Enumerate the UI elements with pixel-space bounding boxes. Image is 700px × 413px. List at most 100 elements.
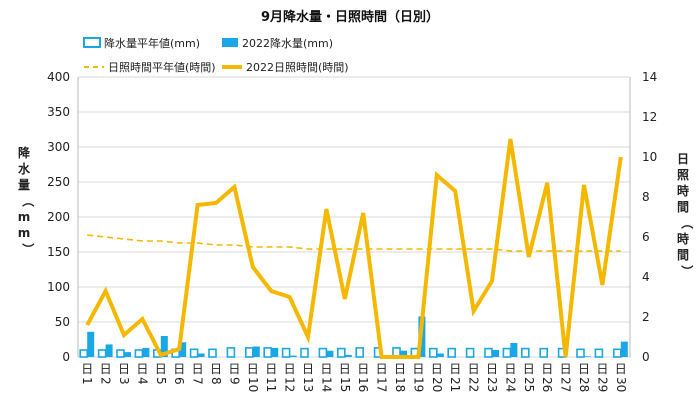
bar-normal-rain — [318, 347, 328, 358]
x-tick-number: 23 — [485, 377, 499, 392]
bar-normal-rain — [576, 348, 585, 358]
x-tick-number: 12 — [283, 377, 297, 392]
axis-label-char: （ — [680, 217, 695, 229]
x-tick-suffix: 日 — [192, 362, 204, 376]
x-tick-suffix: 日 — [376, 362, 388, 376]
bar-normal-rain — [116, 349, 125, 358]
x-tick-label: 日15 — [338, 362, 352, 392]
bar-2022-rain — [400, 350, 407, 357]
x-tick-suffix: 日 — [541, 362, 553, 376]
x-tick-label: 日18 — [393, 362, 407, 392]
x-tick-suffix: 日 — [173, 362, 185, 376]
x-tick-label: 日19 — [411, 362, 425, 392]
x-tick-suffix: 日 — [265, 362, 277, 376]
legend-swatch-normal-rain — [83, 37, 101, 48]
x-tick-label: 日22 — [467, 362, 481, 392]
left-tick-label: 150 — [47, 245, 70, 259]
right-tick-label: 0 — [642, 350, 650, 364]
x-tick-label: 日3 — [117, 362, 131, 385]
bar-normal-rain — [465, 347, 475, 358]
x-tick-label: 日5 — [154, 362, 168, 385]
x-tick-suffix: 日 — [155, 362, 167, 376]
x-tick-suffix: 日 — [596, 362, 608, 376]
right-tick-label: 4 — [642, 270, 650, 284]
x-tick-number: 18 — [393, 377, 407, 392]
x-tick-suffix: 日 — [228, 362, 240, 376]
right-axis-label: 日照時間（時間） — [677, 152, 695, 277]
x-tick-number: 6 — [172, 377, 186, 385]
bar-2022-rain — [124, 352, 131, 357]
bar-normal-rain — [594, 348, 604, 358]
x-tick-label: 日11 — [264, 362, 278, 392]
x-tick-suffix: 日 — [504, 362, 516, 376]
x-tick-suffix: 日 — [468, 362, 480, 376]
bar-normal-rain — [79, 349, 88, 358]
x-tick-number: 16 — [356, 377, 370, 392]
legend-label-2022-rain: 2022降水量(mm) — [242, 36, 333, 50]
bar-2022-rain — [87, 331, 95, 357]
x-tick-suffix: 日 — [320, 362, 332, 376]
bar-2022-rain — [510, 343, 518, 357]
x-tick-suffix: 日 — [302, 362, 314, 376]
right-tick-label: 14 — [642, 70, 657, 84]
axis-label-char: m — [18, 210, 31, 224]
bar-2022-rain — [179, 342, 187, 357]
legend-swatch-2022-rain — [222, 38, 238, 47]
x-tick-label: 日29 — [595, 362, 609, 392]
axis-label-char: （ — [21, 195, 36, 207]
x-tick-label: 日16 — [356, 362, 370, 392]
x-tick-label: 日13 — [301, 362, 315, 392]
x-tick-number: 21 — [448, 377, 462, 392]
x-tick-suffix: 日 — [523, 362, 535, 376]
bar-normal-rain — [226, 347, 236, 358]
bar-2022-rain — [197, 353, 205, 357]
x-tick-label: 日8 — [209, 362, 223, 385]
bar-normal-rain — [428, 347, 438, 358]
x-tick-label: 日27 — [559, 362, 573, 392]
x-tick-label: 日25 — [522, 362, 536, 392]
x-tick-label: 日4 — [135, 362, 149, 385]
x-tick-label: 日26 — [540, 362, 554, 392]
bar-2022-rain — [252, 346, 260, 357]
x-tick-label: 日12 — [283, 362, 297, 392]
chart-title: 9月降水量・日照時間（日別） — [261, 9, 439, 25]
bar-2022-rain — [160, 336, 168, 357]
bar-normal-rain — [484, 347, 493, 358]
axis-labels: 降水量（mm）日照時間（時間） — [18, 145, 695, 277]
left-tick-label: 50 — [55, 315, 70, 329]
axis-label-char: 水 — [18, 161, 31, 176]
x-tick-label: 日30 — [614, 362, 628, 392]
right-axis-ticks: 0 2 4 6 8 10 12 14 — [642, 70, 657, 364]
x-tick-suffix: 日 — [118, 362, 130, 376]
x-tick-number: 26 — [540, 377, 554, 392]
line-2022-sunshine — [85, 138, 623, 359]
axis-label-char: 間 — [677, 248, 689, 262]
gridlines — [77, 76, 631, 358]
bar-2022-rain — [142, 347, 150, 357]
left-axis-ticks: 0 50 100 150 200 250 300 350 400 — [47, 70, 70, 364]
bar-normal-rain — [281, 347, 291, 358]
bar-2022-rain — [344, 354, 352, 357]
x-tick-label: 日28 — [577, 362, 591, 392]
bar-normal-rain — [134, 349, 144, 358]
axis-label-char: 日 — [677, 152, 689, 166]
x-tick-label: 日6 — [172, 362, 186, 385]
bars — [79, 316, 628, 358]
bar-normal-rain — [447, 347, 457, 358]
x-tick-number: 5 — [154, 377, 168, 385]
left-tick-label: 200 — [47, 210, 70, 224]
axis-label-char: ） — [21, 243, 36, 255]
legend-label-normal-rain: 降水量平年値(mm) — [104, 36, 200, 50]
x-tick-suffix: 日 — [412, 362, 424, 376]
x-tick-number: 13 — [301, 377, 315, 392]
bar-normal-rain — [245, 347, 254, 358]
x-tick-suffix: 日 — [284, 362, 296, 376]
bar-normal-rain — [355, 347, 365, 358]
left-axis-label: 降水量 （ mm ） — [18, 145, 36, 255]
bar-normal-rain — [189, 348, 199, 358]
x-tick-number: 15 — [338, 377, 352, 392]
x-tick-label: 日7 — [191, 362, 205, 385]
x-tick-number: 1 — [80, 377, 94, 385]
axis-label-char: 時 — [677, 183, 689, 198]
bar-normal-rain — [97, 349, 107, 358]
